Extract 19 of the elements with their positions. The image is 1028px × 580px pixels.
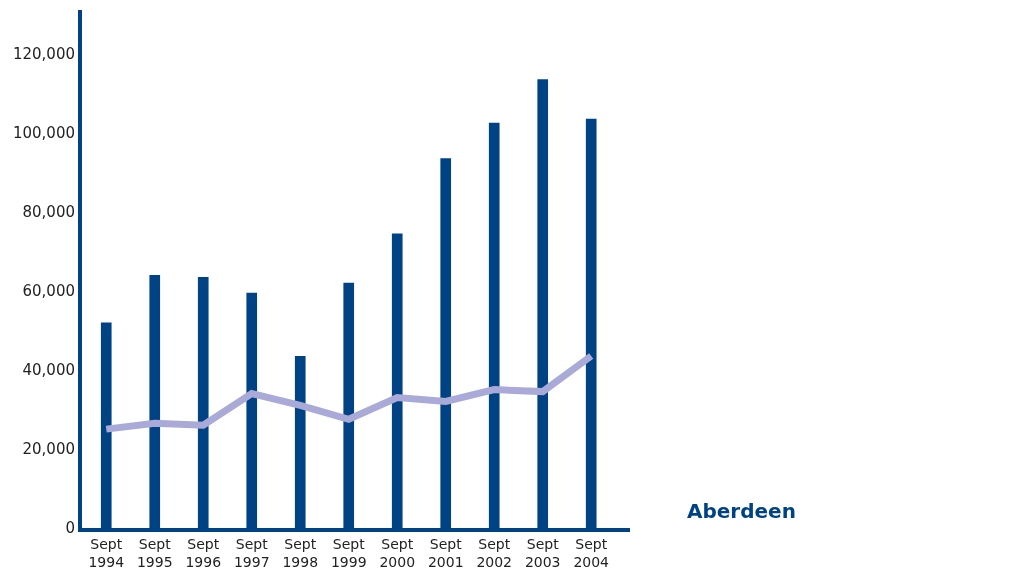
x-tick-label: Sept 2000 — [379, 535, 416, 570]
x-tick-label: Sept 2003 — [524, 535, 561, 570]
x-tick-label: Sept 2002 — [476, 535, 513, 570]
y-tick-label: 20,000 — [22, 440, 75, 459]
y-tick-label: 40,000 — [22, 361, 75, 380]
text: Aberdeen — [687, 499, 796, 523]
x-tick-label: Sept 1995 — [136, 535, 173, 570]
x-tick-label: Sept 1994 — [88, 535, 125, 570]
y-tick-label: 60,000 — [22, 282, 75, 300]
y-tick-label: 80,000 — [22, 202, 75, 221]
y-tick-label: 120,000 — [12, 44, 75, 63]
y-tick-label: 0 — [65, 519, 75, 538]
x-tick-label: Sept 2001 — [427, 535, 464, 570]
x-tick-label: Sept 1996 — [185, 535, 222, 570]
y-tick-label: 100,000 — [12, 123, 75, 142]
x-tick-label: Sept 1998 — [282, 535, 319, 570]
x-tick-label: Sept 2004 — [573, 535, 610, 570]
x-tick-label: Sept 1997 — [233, 535, 270, 570]
x-tick-label: Sept 1999 — [330, 535, 367, 570]
